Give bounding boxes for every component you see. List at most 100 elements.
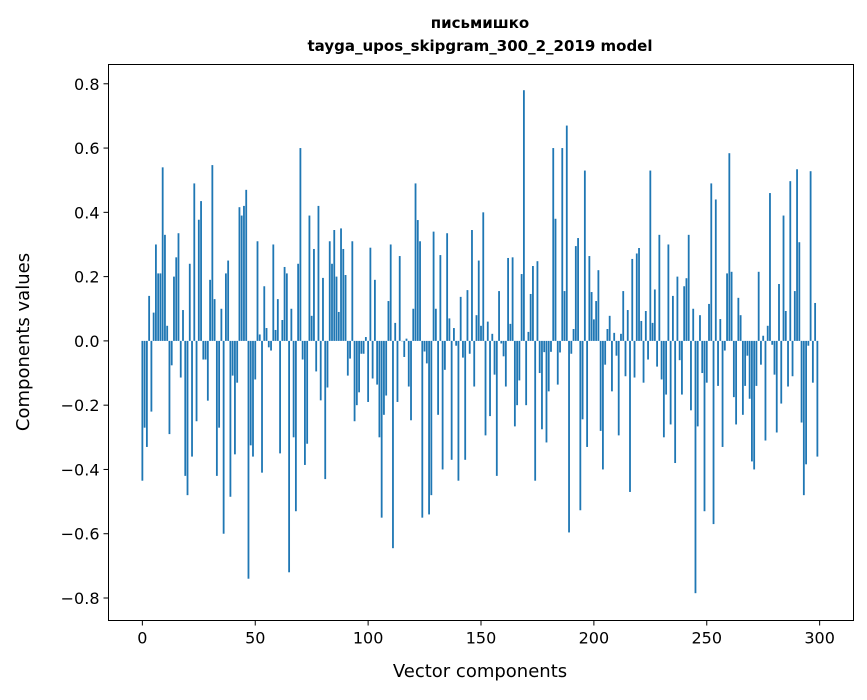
bar-131	[437, 341, 439, 415]
bar-27	[202, 341, 204, 360]
bar-128	[430, 341, 432, 495]
y-tick-label: 0.6	[74, 139, 99, 158]
bar-266	[742, 341, 744, 415]
bar-250	[706, 341, 708, 383]
bar-161	[505, 341, 507, 387]
bar-264	[737, 298, 739, 341]
bar-29	[207, 341, 209, 401]
bar-235	[672, 296, 674, 341]
bar-279	[771, 341, 773, 345]
bar-3	[148, 296, 150, 341]
bar-35	[220, 309, 222, 341]
bar-186	[561, 148, 563, 341]
bar-263	[735, 341, 737, 425]
bar-143	[464, 341, 466, 460]
bar-265	[740, 315, 742, 341]
bar-194	[579, 341, 581, 510]
bar-34	[218, 341, 220, 428]
bar-294	[805, 341, 807, 464]
bar-100	[367, 341, 369, 402]
bar-133	[442, 341, 444, 470]
y-axis-ticks: −0.8−0.6−0.4−0.20.00.20.40.60.8	[61, 75, 109, 608]
bar-255	[717, 341, 719, 386]
bar-48	[250, 341, 252, 445]
bar-70	[299, 148, 301, 341]
bar-234	[670, 341, 672, 425]
bar-258	[724, 341, 726, 351]
x-tick-label: 250	[691, 629, 722, 648]
bar-75	[311, 316, 313, 341]
bar-223	[645, 311, 647, 341]
bar-190	[570, 341, 572, 354]
bar-8	[160, 273, 162, 340]
bar-109	[388, 301, 390, 341]
bar-298	[814, 303, 816, 341]
bar-170	[525, 341, 527, 405]
x-tick-label: 150	[466, 629, 497, 648]
bar-268	[746, 341, 748, 356]
bar-220	[638, 248, 640, 341]
bar-106	[381, 341, 383, 518]
bar-144	[467, 290, 469, 341]
bar-45	[243, 206, 245, 341]
bar-230	[661, 341, 663, 380]
bar-142	[462, 341, 464, 358]
bar-162	[507, 258, 509, 341]
bar-117	[406, 339, 408, 341]
bar-57	[270, 341, 272, 351]
bar-252	[710, 183, 712, 340]
bar-36	[223, 341, 225, 534]
bar-274	[760, 341, 762, 365]
bar-21	[189, 264, 191, 341]
bar-272	[756, 341, 758, 386]
bar-261	[731, 272, 733, 341]
bar-140	[458, 341, 460, 481]
bar-257	[722, 341, 724, 447]
bar-1	[144, 341, 146, 428]
bar-15	[175, 257, 177, 341]
bar-225	[649, 171, 651, 341]
x-tick-label: 100	[353, 629, 384, 648]
bar-6	[155, 244, 157, 340]
bar-32	[214, 299, 216, 341]
bar-112	[394, 323, 396, 341]
bar-166	[516, 341, 518, 405]
bar-134	[444, 341, 446, 370]
bar-94	[354, 341, 356, 421]
bar-175	[537, 261, 539, 341]
bar-71	[302, 341, 304, 360]
bar-237	[677, 277, 679, 341]
bar-28	[205, 341, 207, 360]
bar-293	[803, 341, 805, 495]
bar-185	[559, 341, 561, 353]
bar-212	[620, 334, 622, 341]
bar-95	[356, 341, 358, 405]
bar-80	[322, 278, 324, 341]
bar-54	[263, 286, 265, 341]
bar-245	[695, 341, 697, 593]
bar-123	[419, 241, 421, 341]
bar-273	[758, 272, 760, 341]
bar-64	[286, 273, 288, 340]
bar-171	[528, 332, 530, 341]
bar-41	[234, 341, 236, 454]
bar-67	[293, 341, 295, 437]
bar-284	[783, 216, 785, 341]
bar-125	[424, 341, 426, 352]
bar-83	[329, 241, 331, 341]
bar-139	[455, 341, 457, 346]
bar-105	[379, 341, 381, 437]
bar-217	[631, 259, 633, 341]
bar-240	[683, 286, 685, 341]
bar-242	[688, 235, 690, 341]
bar-269	[749, 341, 751, 399]
bar-116	[403, 341, 405, 357]
bar-22	[191, 341, 193, 457]
bar-290	[796, 169, 798, 341]
bar-107	[383, 341, 385, 415]
bar-199	[591, 292, 593, 341]
bar-87	[338, 312, 340, 341]
bar-150	[480, 326, 482, 341]
bar-124	[421, 341, 423, 518]
bar-55	[266, 328, 268, 341]
